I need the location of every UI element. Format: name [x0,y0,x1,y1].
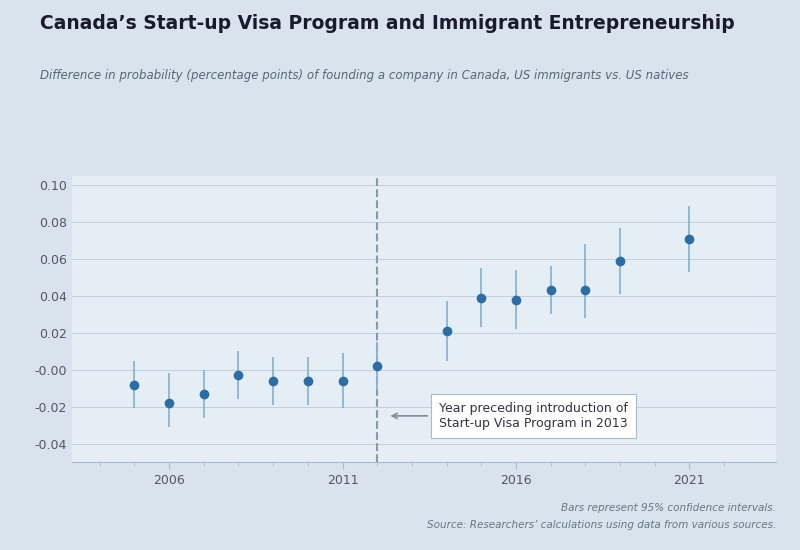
Text: Source: Researchers’ calculations using data from various sources.: Source: Researchers’ calculations using … [426,520,776,530]
Text: Year preceding introduction of
Start-up Visa Program in 2013: Year preceding introduction of Start-up … [392,402,628,430]
Text: Bars represent 95% confidence intervals.: Bars represent 95% confidence intervals. [561,503,776,513]
Text: Difference in probability (percentage points) of founding a company in Canada, U: Difference in probability (percentage po… [40,69,689,82]
Text: Canada’s Start-up Visa Program and Immigrant Entrepreneurship: Canada’s Start-up Visa Program and Immig… [40,14,734,33]
